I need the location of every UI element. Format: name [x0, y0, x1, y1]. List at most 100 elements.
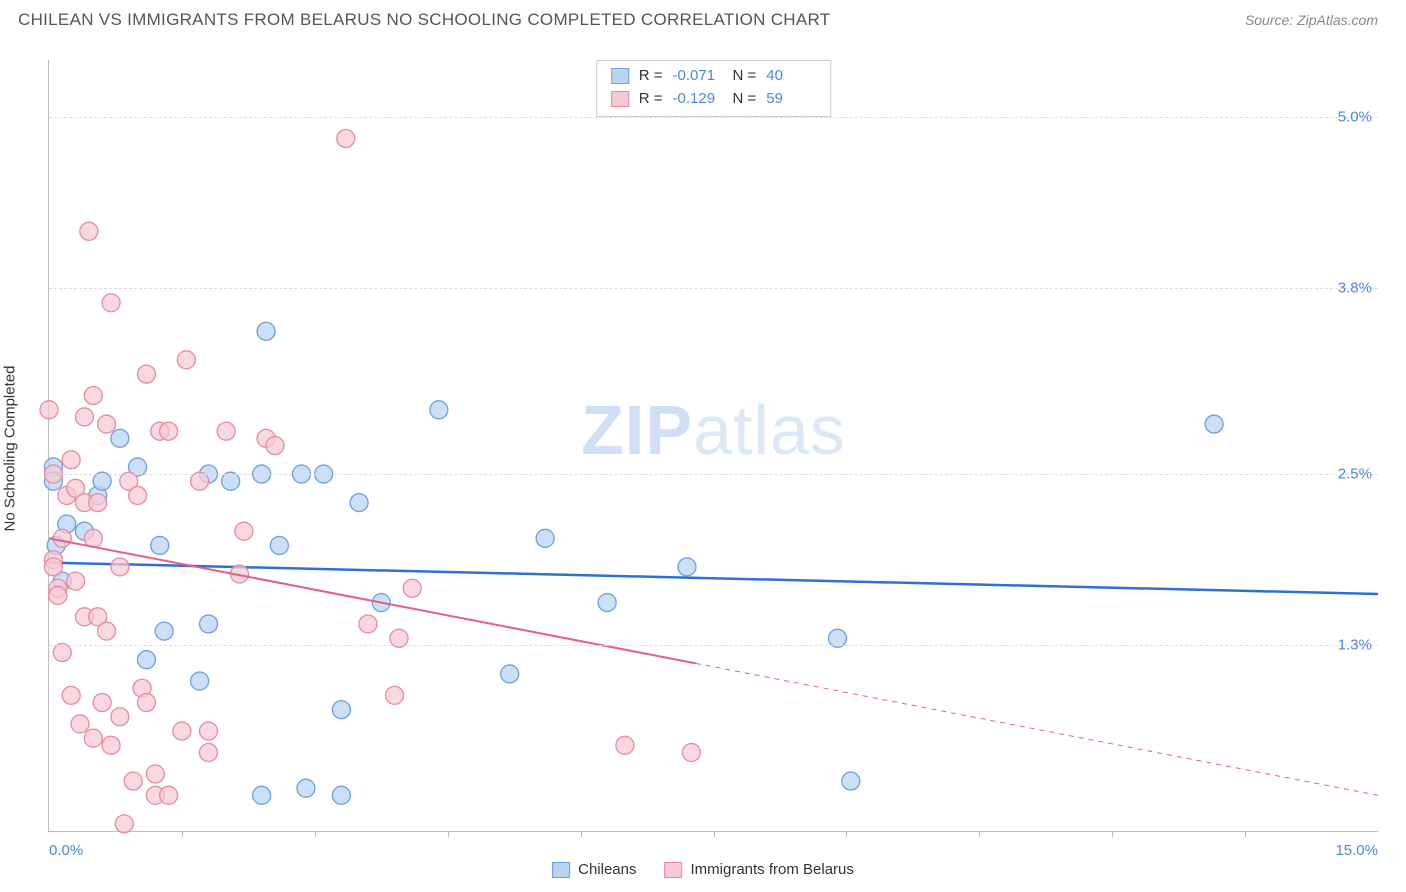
chart-svg — [49, 60, 1378, 831]
scatter-point — [98, 415, 116, 433]
scatter-point — [67, 572, 85, 590]
gridline — [49, 117, 1378, 118]
x-tick — [448, 831, 449, 837]
stat-N-value: 40 — [766, 65, 816, 88]
legend-item: Chileans — [552, 861, 636, 878]
stat-box: R = -0.071 N = 40 R = -0.129 N = 59 — [596, 60, 832, 117]
y-tick-label: 3.8% — [1338, 280, 1372, 297]
scatter-point — [53, 529, 71, 547]
y-axis-label: No Schooling Completed — [2, 366, 19, 532]
legend-swatch — [611, 68, 629, 84]
scatter-point — [151, 536, 169, 554]
scatter-point — [137, 694, 155, 712]
scatter-point — [84, 729, 102, 747]
scatter-point — [1205, 415, 1223, 433]
scatter-point — [337, 130, 355, 148]
legend-item: Immigrants from Belarus — [665, 861, 854, 878]
legend-label: Chileans — [578, 861, 636, 878]
scatter-point — [160, 786, 178, 804]
stat-R-label: R = — [639, 65, 663, 88]
scatter-point — [93, 694, 111, 712]
stat-row: R = -0.071 N = 40 — [611, 65, 817, 88]
scatter-point — [235, 522, 253, 540]
scatter-point — [137, 651, 155, 669]
scatter-point — [75, 408, 93, 426]
scatter-point — [115, 815, 133, 833]
scatter-point — [84, 529, 102, 547]
scatter-point — [160, 422, 178, 440]
scatter-point — [266, 437, 284, 455]
scatter-point — [199, 615, 217, 633]
scatter-point — [129, 486, 147, 504]
stat-N-label: N = — [733, 65, 757, 88]
x-tick — [979, 831, 980, 837]
stat-row: R = -0.129 N = 59 — [611, 88, 817, 111]
scatter-point — [173, 722, 191, 740]
legend-swatch — [611, 91, 629, 107]
scatter-point — [102, 736, 120, 754]
scatter-point — [332, 786, 350, 804]
scatter-point — [270, 536, 288, 554]
gridline — [49, 474, 1378, 475]
scatter-point — [386, 686, 404, 704]
x-tick — [1245, 831, 1246, 837]
scatter-point — [359, 615, 377, 633]
scatter-point — [199, 743, 217, 761]
scatter-point — [102, 294, 120, 312]
scatter-point — [350, 494, 368, 512]
scatter-point — [403, 579, 421, 597]
scatter-point — [155, 622, 173, 640]
legend-label: Immigrants from Belarus — [691, 861, 854, 878]
source-label: Source: ZipAtlas.com — [1245, 12, 1378, 28]
scatter-point — [124, 772, 142, 790]
scatter-point — [678, 558, 696, 576]
scatter-point — [191, 672, 209, 690]
scatter-point — [682, 743, 700, 761]
scatter-point — [111, 708, 129, 726]
scatter-point — [217, 422, 235, 440]
scatter-point — [430, 401, 448, 419]
scatter-point — [89, 494, 107, 512]
scatter-point — [146, 765, 164, 783]
gridline — [49, 645, 1378, 646]
stat-N-value: 59 — [766, 88, 816, 111]
plot-container: ZIPatlas R =-0.071N =40R =-0.129N =59 1.… — [48, 60, 1378, 832]
trend-line — [49, 563, 1378, 594]
stat-R-value: -0.129 — [673, 88, 723, 111]
scatter-point — [297, 779, 315, 797]
x-tick-label: 0.0% — [49, 842, 83, 859]
scatter-point — [111, 429, 129, 447]
scatter-point — [253, 786, 271, 804]
scatter-point — [111, 558, 129, 576]
y-tick-label: 2.5% — [1338, 466, 1372, 483]
scatter-point — [842, 772, 860, 790]
x-tick — [846, 831, 847, 837]
x-tick — [714, 831, 715, 837]
scatter-point — [177, 351, 195, 369]
scatter-point — [98, 622, 116, 640]
bottom-legend: Chileans Immigrants from Belarus — [552, 861, 854, 878]
scatter-point — [84, 387, 102, 405]
stat-R-value: -0.071 — [673, 65, 723, 88]
y-tick-label: 1.3% — [1338, 637, 1372, 654]
gridline — [49, 288, 1378, 289]
scatter-point — [616, 736, 634, 754]
legend-swatch — [552, 862, 570, 878]
scatter-point — [71, 715, 89, 733]
stat-R-label: R = — [639, 88, 663, 111]
legend-swatch — [665, 862, 683, 878]
scatter-point — [598, 594, 616, 612]
trend-line-extrapolated — [696, 663, 1378, 795]
scatter-point — [257, 322, 275, 340]
y-tick-label: 5.0% — [1338, 109, 1372, 126]
scatter-point — [501, 665, 519, 683]
scatter-point — [332, 701, 350, 719]
scatter-point — [536, 529, 554, 547]
stat-N-label: N = — [733, 88, 757, 111]
plot-area: ZIPatlas R =-0.071N =40R =-0.129N =59 1.… — [48, 60, 1378, 832]
scatter-point — [80, 222, 98, 240]
chart-title: CHILEAN VS IMMIGRANTS FROM BELARUS NO SC… — [18, 10, 830, 30]
scatter-point — [62, 451, 80, 469]
x-tick — [1112, 831, 1113, 837]
scatter-point — [49, 586, 67, 604]
